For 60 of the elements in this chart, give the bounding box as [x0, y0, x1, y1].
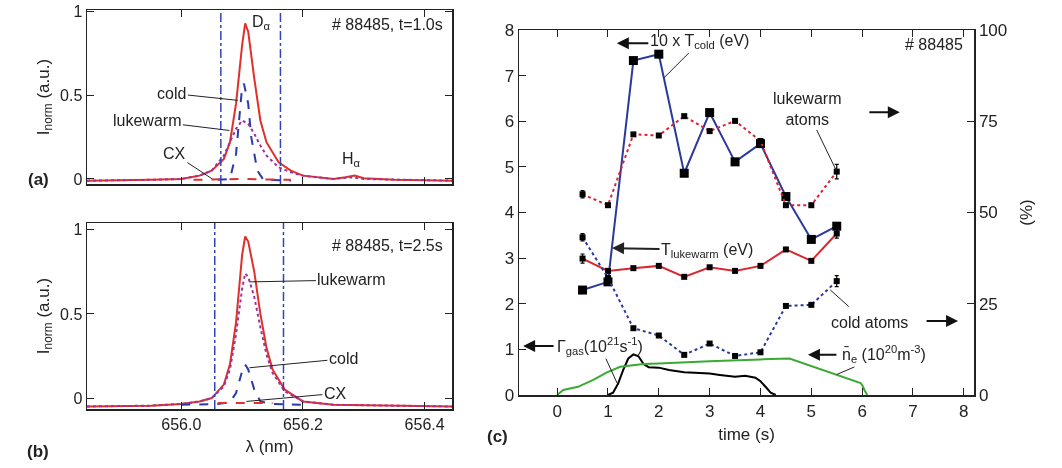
x-tick-label: 656.2	[282, 415, 324, 433]
y2-axis-title: (%)	[1017, 199, 1037, 226]
text: (b)	[27, 442, 49, 461]
annotation: cold atoms	[831, 314, 909, 331]
line-series	[606, 353, 777, 395]
annotation: CX	[324, 385, 347, 402]
y-tick-label: 2	[504, 294, 515, 314]
y2-tick-label: 25	[978, 294, 998, 314]
x-tick-label: 2	[654, 401, 664, 421]
annotation: lukewarm	[317, 271, 386, 288]
x-tick-label: 656.4	[404, 415, 445, 433]
y-tick-label: 5	[504, 157, 515, 177]
y-tick-label: 8	[504, 20, 515, 40]
y-tick-label: 4	[504, 203, 515, 223]
y2-tick-label: 50	[978, 203, 998, 223]
y2-tick-label: 0	[978, 385, 989, 405]
y2-tick-label: 75	[978, 112, 998, 132]
y-tick-label: 0	[73, 389, 83, 407]
y-tick-label: 0.5	[60, 86, 83, 104]
x-tick-label: 1	[603, 401, 613, 421]
line-series	[216, 82, 292, 182]
annotation: 10 x T$_{cold}$ (eV)	[650, 32, 750, 52]
y-tick-label: 1	[73, 3, 83, 21]
y-tick-label: 0	[504, 385, 515, 405]
annotation: n̄$_{e}$ (10$^{20}$m$^{-3}$)	[842, 343, 926, 366]
x-tick-label: 6	[857, 401, 867, 421]
y-tick-label: 0	[73, 170, 83, 188]
annotation: # 88485	[905, 36, 963, 53]
annotation: # 88485, t=2.5s	[332, 237, 443, 254]
annotation: H$_{α}$	[342, 150, 361, 170]
y-tick-label: 1	[73, 221, 83, 239]
line-series	[180, 363, 304, 406]
x-tick-label: 3	[704, 401, 715, 421]
annotation: CX	[163, 145, 186, 162]
text: (c)	[487, 427, 508, 446]
line-series	[87, 272, 452, 408]
x-tick-label: 656.0	[161, 415, 202, 433]
x-tick-label: 4	[755, 401, 766, 421]
annotation: Γ$_{gas}$(10$^{21}$s$^{-1}$)	[557, 335, 643, 358]
line-series	[87, 235, 452, 408]
x-tick-label: 0	[552, 401, 562, 421]
annotation: cold	[157, 85, 187, 102]
annotation: lukewarm	[113, 112, 182, 129]
y-tick-label: 7	[504, 66, 515, 86]
annotation: D$_{α}$	[252, 13, 271, 33]
x-tick-label: 5	[806, 401, 817, 421]
y-tick-label: 0.5	[60, 305, 83, 323]
x-tick-label: 8	[959, 401, 969, 421]
annotation: cold	[329, 350, 359, 367]
text: (a)	[28, 170, 49, 189]
y-tick-label: 3	[504, 249, 515, 269]
annotation: lukewarm atoms	[773, 90, 842, 128]
x-axis-title: time (s)	[718, 425, 775, 445]
annotation: # 88485, t=1.0s	[332, 16, 443, 33]
x-tick-label: 7	[908, 401, 918, 421]
x-axis-title: λ (nm)	[245, 436, 294, 456]
y2-tick-label: 100	[978, 20, 1008, 40]
y-tick-label: 6	[504, 112, 515, 132]
y-tick-label: 1	[504, 340, 515, 360]
annotation: T$_{lukewarm}$ (eV)	[661, 241, 754, 261]
